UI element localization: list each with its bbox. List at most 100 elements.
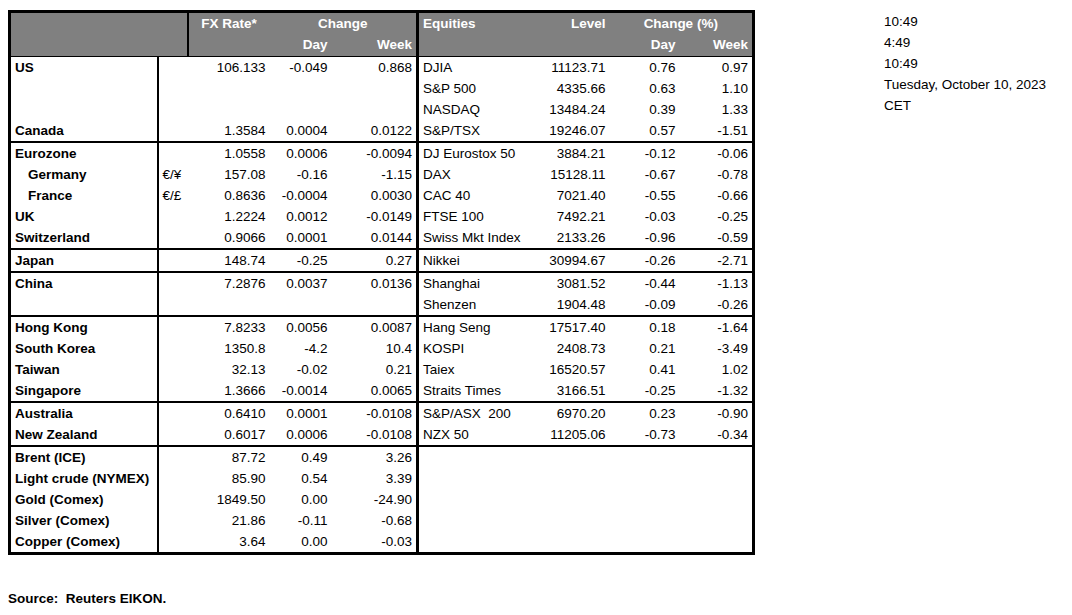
cell-eq-level: 11205.06 <box>540 424 610 446</box>
cell-fx-rate: 32.13 <box>188 359 270 380</box>
cell-fx-name: Canada <box>10 120 158 142</box>
cell-fx-week: -0.0149 <box>332 206 418 227</box>
market-table: FX Rate* Change Equities Level Change (%… <box>8 10 755 555</box>
cell-eq-name: DJIA <box>418 56 540 78</box>
cell-eq-level: 3166.51 <box>540 380 610 402</box>
cell-fx-name: Silver (Comex) <box>10 510 158 531</box>
cell-fx-name: Eurozone <box>10 142 158 164</box>
table-row: Australia0.64100.0001-0.0108S&P/ASX 2006… <box>10 402 754 424</box>
cell-fx-week: 3.39 <box>332 468 418 489</box>
cell-eq-name: CAC 40 <box>418 185 540 206</box>
cell-eq-week: -1.64 <box>680 316 754 338</box>
cell-eq-week: -3.49 <box>680 338 754 359</box>
table-row: Singapore1.3666-0.00140.0065Straits Time… <box>10 380 754 402</box>
cell-fx-week: 10.4 <box>332 338 418 359</box>
cell-eq-level: 2133.26 <box>540 227 610 249</box>
cell-fx-rate <box>188 99 270 120</box>
table-row: New Zealand0.60170.0006-0.0108NZX 501120… <box>10 424 754 446</box>
cell-eq-day: -0.73 <box>610 424 680 446</box>
cell-eq-week: -0.34 <box>680 424 754 446</box>
cell-fx-sym <box>158 142 188 164</box>
cell-eq-day: -0.67 <box>610 164 680 185</box>
cell-fx-name: Hong Kong <box>10 316 158 338</box>
cell-fx-sym: €/£ <box>158 185 188 206</box>
fx-week-header: Week <box>332 34 418 56</box>
table-row: Silver (Comex)21.86-0.11-0.68 <box>10 510 754 531</box>
cell-fx-rate: 1.2224 <box>188 206 270 227</box>
date-label: Tuesday, October 10, 2023 <box>884 74 1046 95</box>
equities-subheader-empty <box>418 34 540 56</box>
cell-fx-name: Australia <box>10 402 158 424</box>
cell-eq-week: 0.97 <box>680 56 754 78</box>
cell-eq-name: NASDAQ <box>418 99 540 120</box>
cell-eq-day: 0.23 <box>610 402 680 424</box>
cell-fx-name: Taiwan <box>10 359 158 380</box>
cell-fx-sym <box>158 446 188 468</box>
cell-fx-name: France <box>10 185 158 206</box>
cell-fx-day: 0.0012 <box>270 206 332 227</box>
table-row: Japan148.74-0.250.27Nikkei30994.67-0.26-… <box>10 249 754 272</box>
table-row: Hong Kong7.82330.00560.0087Hang Seng1751… <box>10 316 754 338</box>
cell-fx-rate: 1350.8 <box>188 338 270 359</box>
cell-eq-name: Straits Times <box>418 380 540 402</box>
cell-eq-name: Swiss Mkt Index <box>418 227 540 249</box>
cell-fx-day: 0.0001 <box>270 227 332 249</box>
cell-eq-day: 0.39 <box>610 99 680 120</box>
cell-fx-name: US <box>10 56 158 78</box>
cell-fx-sym <box>158 424 188 446</box>
cell-fx-name <box>10 99 158 120</box>
cell-fx-week: -0.0108 <box>332 424 418 446</box>
cell-eq-week: 1.02 <box>680 359 754 380</box>
cell-fx-day: -4.2 <box>270 338 332 359</box>
equities-header: Equities <box>418 12 540 35</box>
cell-eq-level <box>540 510 610 531</box>
cell-eq-week: -1.51 <box>680 120 754 142</box>
cell-fx-day: -0.049 <box>270 56 332 78</box>
cell-fx-name: New Zealand <box>10 424 158 446</box>
cell-fx-week: 0.0087 <box>332 316 418 338</box>
cell-eq-week: -1.32 <box>680 380 754 402</box>
cell-fx-sym <box>158 402 188 424</box>
table-row: Light crude (NYMEX)85.900.543.39 <box>10 468 754 489</box>
table-row: Shenzen1904.48-0.09-0.26 <box>10 294 754 316</box>
cell-eq-name: Taiex <box>418 359 540 380</box>
cell-fx-day: -0.0004 <box>270 185 332 206</box>
cell-eq-day: -0.03 <box>610 206 680 227</box>
cell-fx-sym <box>158 510 188 531</box>
cell-eq-day <box>610 489 680 510</box>
cell-fx-rate: 85.90 <box>188 468 270 489</box>
timezone-label: CET <box>884 95 1046 116</box>
cell-fx-name <box>10 294 158 316</box>
cell-fx-week: -0.68 <box>332 510 418 531</box>
cell-fx-day: -0.0014 <box>270 380 332 402</box>
cell-eq-week: -0.66 <box>680 185 754 206</box>
cell-eq-level: 6970.20 <box>540 402 610 424</box>
level-header: Level <box>540 12 610 35</box>
cell-eq-day: 0.18 <box>610 316 680 338</box>
cell-fx-week: -1.15 <box>332 164 418 185</box>
cell-fx-week: 0.0122 <box>332 120 418 142</box>
cell-fx-day: -0.02 <box>270 359 332 380</box>
cell-fx-name: UK <box>10 206 158 227</box>
cell-eq-day: 0.63 <box>610 78 680 99</box>
market-table-header: FX Rate* Change Equities Level Change (%… <box>10 12 754 57</box>
cell-fx-week <box>332 99 418 120</box>
cell-fx-sym <box>158 294 188 316</box>
cell-fx-day: 0.0006 <box>270 142 332 164</box>
cell-fx-day: 0.0037 <box>270 272 332 294</box>
cell-eq-name <box>418 489 540 510</box>
cell-fx-sym <box>158 489 188 510</box>
cell-fx-rate: 0.8636 <box>188 185 270 206</box>
cell-fx-week: 0.0144 <box>332 227 418 249</box>
cell-eq-level: 7492.21 <box>540 206 610 227</box>
cell-eq-level: 7021.40 <box>540 185 610 206</box>
fx-rate-header: FX Rate* <box>188 12 270 35</box>
cell-eq-day: 0.21 <box>610 338 680 359</box>
fx-corner-cell <box>10 12 188 35</box>
cell-fx-rate: 1.0558 <box>188 142 270 164</box>
cell-fx-rate: 1.3666 <box>188 380 270 402</box>
equities-day-header: Day <box>610 34 680 56</box>
table-row: NASDAQ13484.240.391.33 <box>10 99 754 120</box>
cell-fx-day: 0.49 <box>270 446 332 468</box>
cell-fx-name: China <box>10 272 158 294</box>
